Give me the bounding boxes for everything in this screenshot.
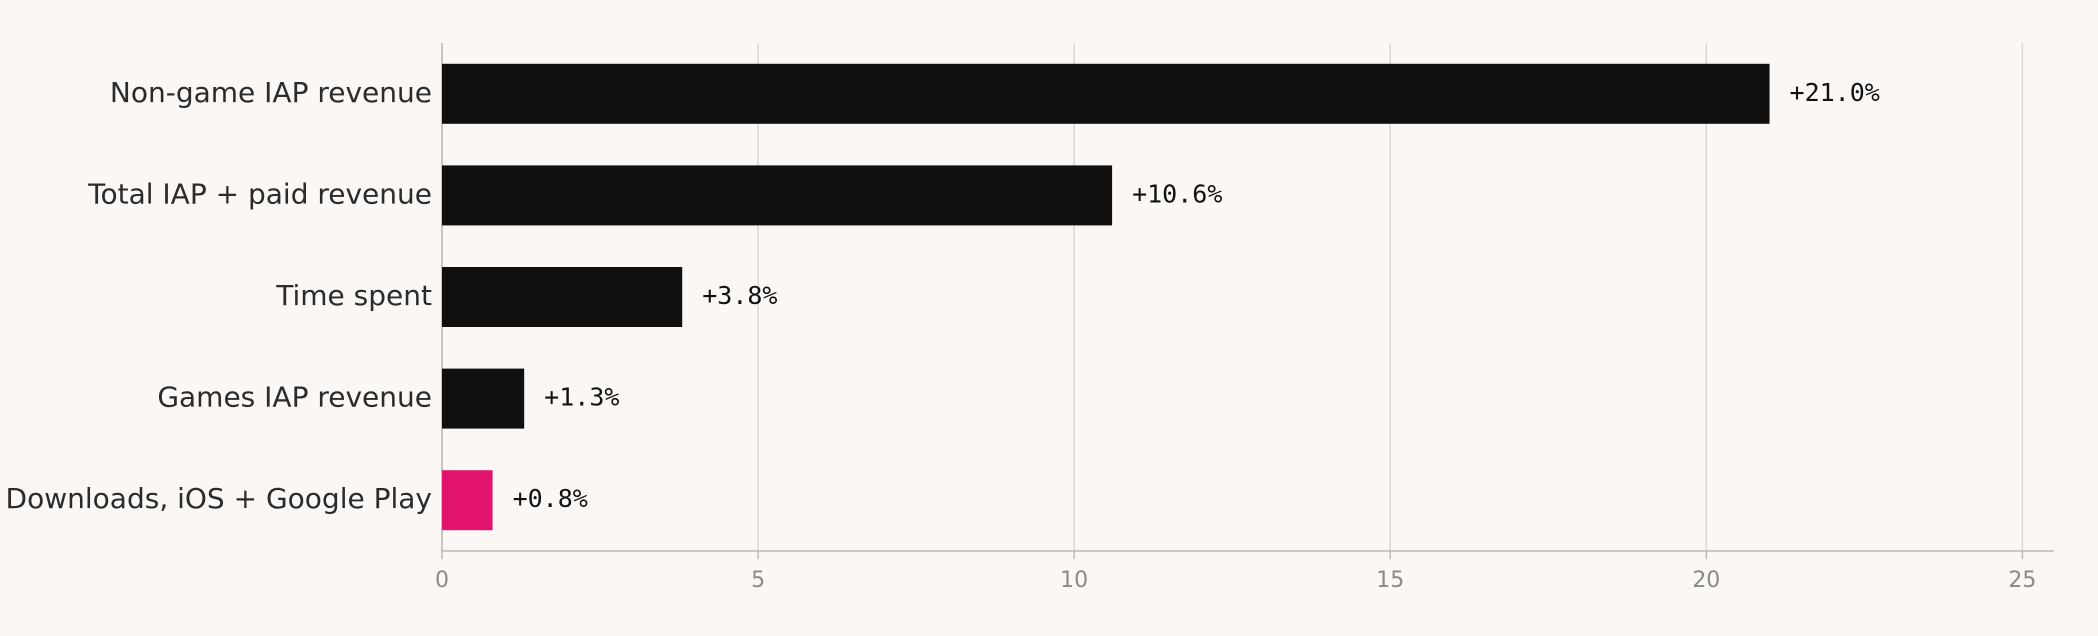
y-tick-label: Downloads, iOS + Google Play <box>6 482 432 515</box>
bar <box>442 470 493 531</box>
y-tick-label: Total IAP + paid revenue <box>87 177 432 210</box>
bar <box>442 165 1113 226</box>
bar <box>442 267 683 327</box>
x-tick-label: 10 <box>1060 568 1088 593</box>
bar <box>442 368 525 429</box>
x-tick-label: 20 <box>1692 568 1720 593</box>
x-tick-label: 25 <box>2008 568 2036 593</box>
bar <box>442 63 1770 124</box>
x-tick-label: 5 <box>751 568 765 593</box>
value-label: +10.6% <box>1132 179 1222 208</box>
value-label: +0.8% <box>513 484 588 513</box>
value-label: +3.8% <box>702 281 777 310</box>
value-label: +1.3% <box>544 383 619 412</box>
y-tick-label: Games IAP revenue <box>157 381 432 414</box>
value-label: +21.0% <box>1790 78 1880 107</box>
x-tick-label: 0 <box>435 568 449 593</box>
y-tick-label: Non-game IAP revenue <box>110 76 432 109</box>
y-tick-label: Time spent <box>275 279 432 312</box>
x-tick-label: 15 <box>1376 568 1404 593</box>
